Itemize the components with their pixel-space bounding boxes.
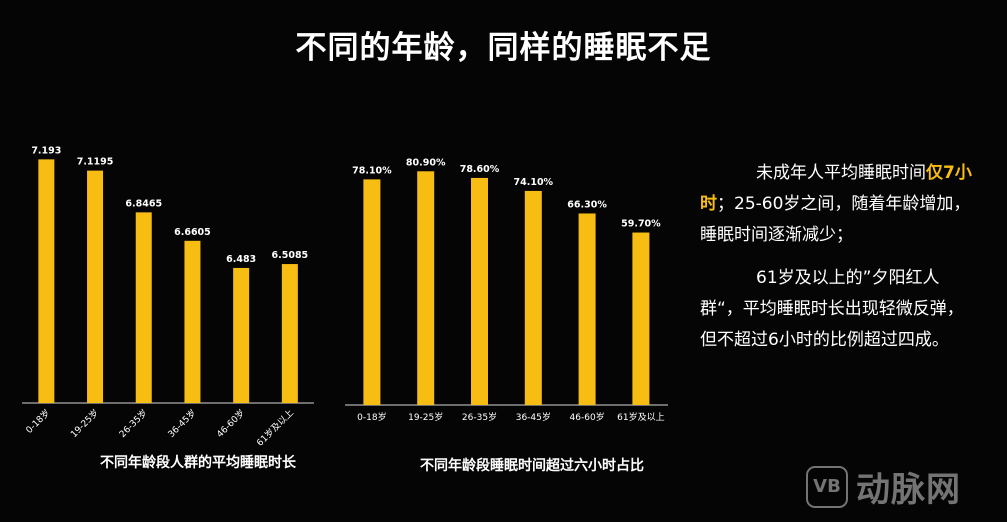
- bar: [524, 190, 542, 405]
- page-title: 不同的年龄，同样的睡眠不足: [295, 30, 712, 66]
- avg-sleep-duration-chart: 7.193 0-18岁 7.1195 19-25岁 6.8465 26-35岁 6.6605…: [22, 145, 314, 449]
- data-label: 74.10%: [514, 177, 554, 188]
- avg-sleep-chart-caption: 不同年龄段人群的平均睡眠时长: [100, 455, 296, 471]
- data-label: 7.1195: [77, 157, 114, 168]
- tick-label: 36-45岁: [516, 411, 551, 423]
- sleep-over-6h-ratio-chart: 78.10% 0-18岁 80.90% 19-25岁 78.60% 26-35岁 74.10…: [345, 157, 668, 423]
- data-label: 7.193: [31, 145, 61, 156]
- data-label: 6.8465: [125, 198, 162, 209]
- bar: [233, 267, 250, 403]
- bar: [38, 159, 55, 403]
- bar: [184, 240, 201, 403]
- side-p1-highlight: 仅7小时: [700, 163, 972, 214]
- vb-logo-icon: VB: [806, 465, 848, 508]
- bar: [578, 213, 596, 405]
- side-paragraph-1: 未成年人平均睡眠时间仅7小时；25-60岁之间，随着年龄增加，睡眠时间逐渐减少；: [700, 158, 980, 251]
- side-paragraph-2: 61岁及以上的”夕阳红人群“，平均睡眠时长出现轻微反弹，但不超过6小时的比例超过…: [700, 263, 980, 356]
- tick-label: 0-18岁: [357, 411, 386, 423]
- bar: [87, 170, 104, 403]
- data-label: 80.90%: [406, 157, 446, 168]
- bar: [471, 177, 488, 405]
- data-label: 59.70%: [621, 219, 661, 230]
- bar: [135, 212, 152, 403]
- tick-label: 46-60岁: [214, 407, 247, 440]
- side-p1-rest: ；25-60岁之间，随着年龄增加，睡眠时间逐渐减少；: [700, 194, 971, 245]
- watermark-text: 动脉网: [856, 470, 961, 510]
- bar: [417, 171, 435, 405]
- watermark: VB 动脉网: [806, 462, 961, 511]
- data-label: 6.6605: [174, 227, 211, 238]
- tick-label: 36-45岁: [165, 407, 198, 440]
- bar: [281, 264, 298, 403]
- tick-label: 26-35岁: [117, 407, 150, 440]
- tick-label: 46-60岁: [570, 411, 605, 423]
- tick-label: 19-25岁: [408, 411, 443, 423]
- side-p1-text: 未成年人平均睡眠时间: [756, 163, 926, 183]
- side-p2-text: 61岁及以上的”夕阳红人群“，平均睡眠时长出现轻微反弹，但不超过6小时的比例超过…: [700, 268, 964, 350]
- tick-label: 0-18岁: [23, 407, 52, 436]
- data-label: 6.5085: [272, 250, 309, 261]
- data-label: 78.60%: [460, 164, 500, 175]
- side-description: 未成年人平均睡眠时间仅7小时；25-60岁之间，随着年龄增加，睡眠时间逐渐减少；…: [700, 158, 980, 368]
- tick-label: 61岁及以上: [617, 411, 664, 423]
- data-label: 6.483: [226, 254, 256, 265]
- sleep-ratio-chart-caption: 不同年龄段睡眠时间超过六小时占比: [420, 458, 644, 474]
- bar: [363, 179, 381, 405]
- tick-label: 19-25岁: [68, 407, 101, 440]
- tick-label: 26-35岁: [462, 411, 497, 423]
- data-label: 78.10%: [352, 165, 392, 176]
- bar: [632, 232, 650, 405]
- tick-label: 61岁及以上: [254, 407, 296, 449]
- data-label: 66.30%: [567, 199, 607, 210]
